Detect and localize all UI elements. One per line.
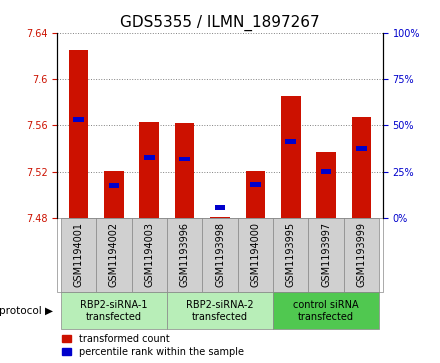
Bar: [210, 217, 230, 218]
FancyBboxPatch shape: [61, 218, 96, 292]
Text: GSM1194002: GSM1194002: [109, 222, 119, 287]
Bar: [144, 155, 154, 160]
Text: GSM1193995: GSM1193995: [286, 222, 296, 287]
FancyBboxPatch shape: [273, 218, 308, 292]
Text: GSM1194000: GSM1194000: [250, 222, 260, 287]
FancyBboxPatch shape: [202, 218, 238, 292]
Text: RBP2-siRNA-2
transfected: RBP2-siRNA-2 transfected: [186, 300, 254, 322]
Bar: [286, 139, 296, 144]
FancyBboxPatch shape: [96, 218, 132, 292]
FancyBboxPatch shape: [167, 218, 202, 292]
Text: GSM1194001: GSM1194001: [73, 222, 84, 287]
Bar: [175, 123, 194, 218]
Bar: [109, 183, 119, 188]
Title: GDS5355 / ILMN_1897267: GDS5355 / ILMN_1897267: [120, 15, 320, 31]
Bar: [73, 117, 84, 122]
Text: RBP2-siRNA-1
transfected: RBP2-siRNA-1 transfected: [80, 300, 147, 322]
Bar: [104, 171, 124, 218]
FancyBboxPatch shape: [238, 218, 273, 292]
Bar: [356, 146, 367, 151]
FancyBboxPatch shape: [61, 292, 167, 329]
Bar: [215, 205, 225, 210]
Text: GSM1193998: GSM1193998: [215, 222, 225, 287]
FancyBboxPatch shape: [132, 218, 167, 292]
Text: GSM1193997: GSM1193997: [321, 222, 331, 287]
Bar: [246, 171, 265, 218]
Bar: [321, 170, 331, 174]
Bar: [250, 182, 261, 187]
Text: GSM1193999: GSM1193999: [356, 222, 367, 287]
Text: GSM1193996: GSM1193996: [180, 222, 190, 287]
Legend: transformed count, percentile rank within the sample: transformed count, percentile rank withi…: [62, 334, 244, 357]
Text: protocol ▶: protocol ▶: [0, 306, 53, 316]
Bar: [69, 50, 88, 218]
FancyBboxPatch shape: [273, 292, 379, 329]
FancyBboxPatch shape: [344, 218, 379, 292]
Bar: [281, 97, 301, 218]
Bar: [180, 157, 190, 161]
Bar: [352, 117, 371, 218]
Text: control siRNA
transfected: control siRNA transfected: [293, 300, 359, 322]
FancyBboxPatch shape: [167, 292, 273, 329]
Text: GSM1194003: GSM1194003: [144, 222, 154, 287]
Bar: [316, 152, 336, 218]
FancyBboxPatch shape: [308, 218, 344, 292]
Bar: [139, 122, 159, 218]
